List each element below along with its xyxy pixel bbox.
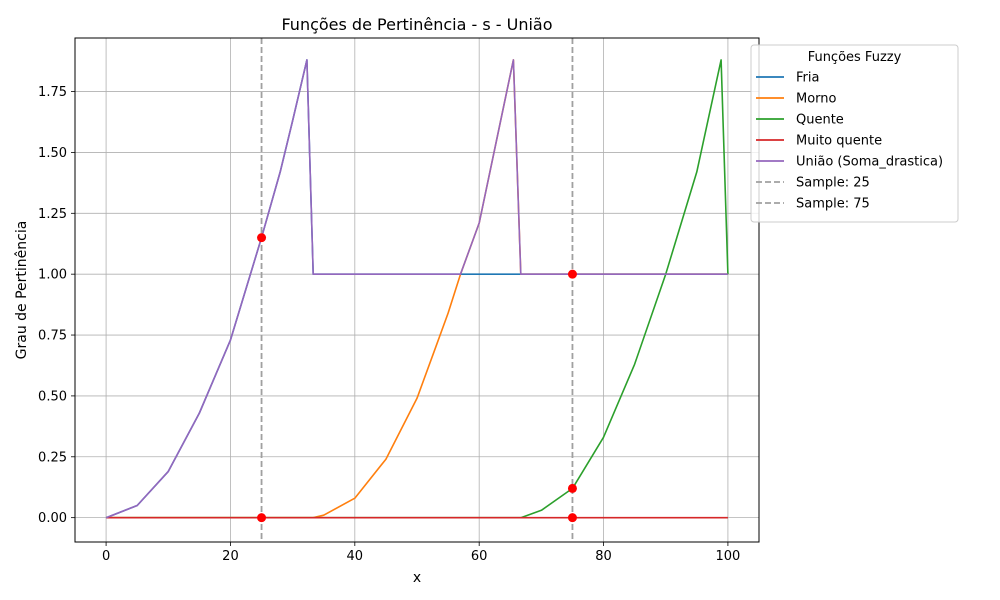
x-axis-label: x — [413, 570, 421, 586]
x-tick-label: 40 — [347, 549, 364, 564]
x-tick-label: 60 — [471, 549, 488, 564]
y-tick-label: 0.75 — [38, 329, 67, 344]
legend-label-fria: Fria — [796, 71, 819, 86]
legend-items: Fria Morno Quente Muito quente União (Soma_d… — [756, 71, 943, 212]
legend-label-morno: Morno — [796, 92, 837, 107]
y-tick-label: 0.50 — [38, 389, 67, 404]
y-tick-label: 0.00 — [38, 511, 67, 526]
ticks: 0 20 40 60 80 100 0.00 0.25 0.50 0.75 1.00 1.25 1.50… — [38, 85, 740, 564]
legend-title: Funções Fuzzy — [808, 50, 902, 65]
legend-box — [750, 44, 959, 223]
marker-group — [257, 233, 577, 523]
y-tick-label: 1.75 — [38, 85, 67, 100]
legend: Funções Fuzzy Fria Morno Quente Muito quent… — [750, 44, 959, 223]
y-tick-label: 1.50 — [38, 146, 67, 161]
legend-label-quente: Quente — [796, 113, 844, 128]
sample-marker — [567, 269, 577, 279]
y-tick-label: 1.00 — [38, 268, 67, 283]
x-tick-label: 20 — [222, 549, 239, 564]
sample-marker — [567, 483, 577, 493]
legend-label-uni-o-soma-drastica: União (Soma_drastica) — [796, 155, 943, 170]
legend-label-sample-75: Sample: 75 — [796, 197, 870, 212]
x-tick-label: 100 — [715, 549, 740, 564]
y-axis-label: Grau de Pertinência — [14, 221, 30, 360]
legend-label-sample-25: Sample: 25 — [796, 176, 870, 191]
x-tick-label: 80 — [595, 549, 612, 564]
y-tick-label: 0.25 — [38, 450, 67, 465]
sample-marker — [257, 513, 267, 523]
plot-frame — [74, 37, 760, 543]
sample-marker — [567, 513, 577, 523]
chart-title: Funções de Pertinência - s - União — [281, 15, 552, 34]
sample-marker — [257, 233, 267, 243]
x-tick-label: 0 — [102, 549, 110, 564]
legend-label-muito-quente: Muito quente — [796, 134, 882, 149]
series-group — [105, 38, 729, 542]
series-uni-o-soma-drastica — [105, 59, 728, 519]
y-tick-label: 1.25 — [38, 207, 67, 222]
